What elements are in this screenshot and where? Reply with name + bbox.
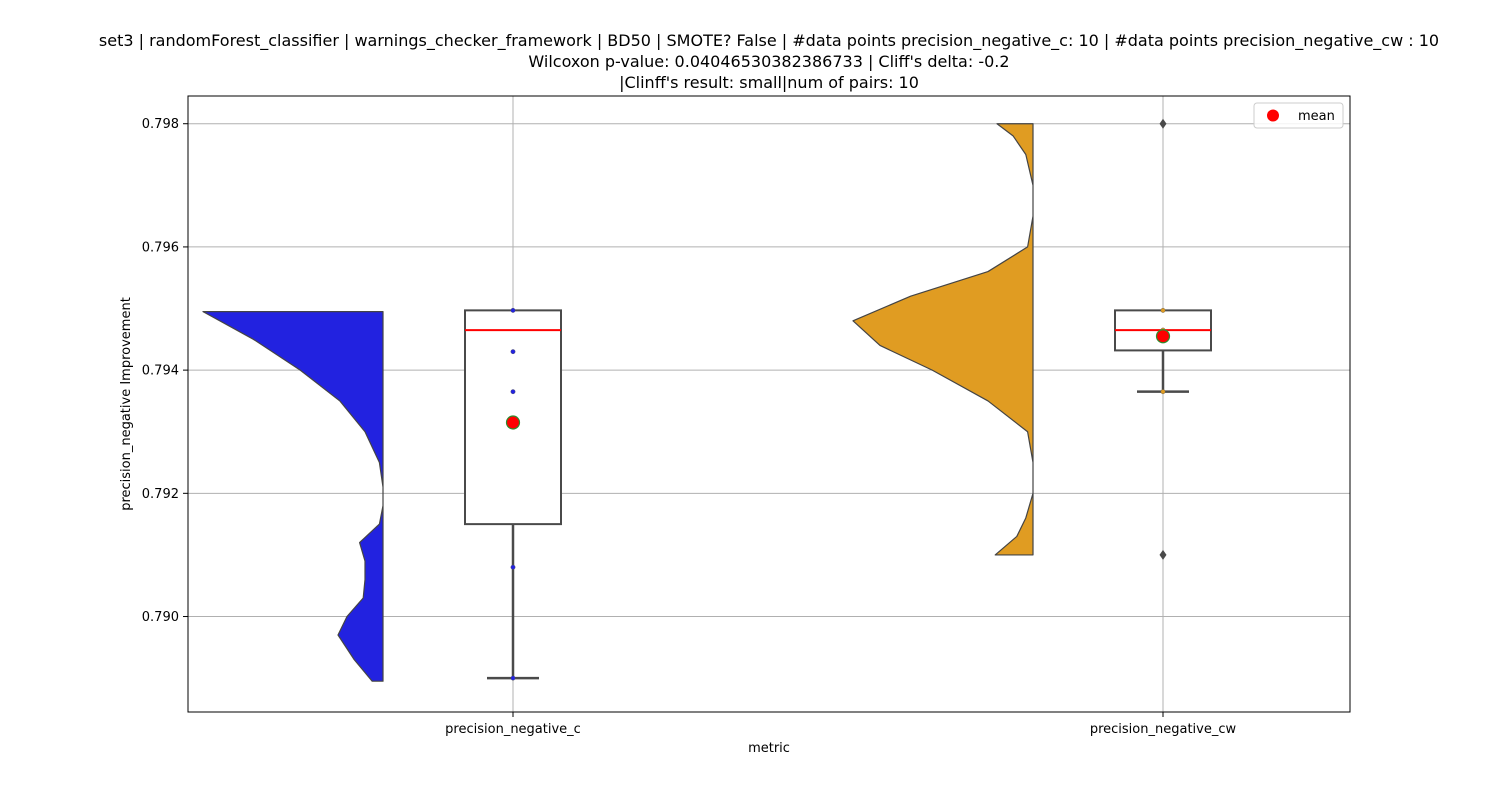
violin-precision_negative_c xyxy=(202,311,384,682)
legend-box xyxy=(1253,102,1344,129)
data-point xyxy=(510,675,516,681)
y-axis-label: precision_negative Improvement xyxy=(119,297,134,511)
y-tick-label: 0.794 xyxy=(142,364,179,379)
outlier-point xyxy=(1159,118,1167,129)
data-point xyxy=(1160,389,1166,395)
violins xyxy=(202,123,1034,682)
x-axis-label: metric xyxy=(748,741,790,756)
chart-title-line-2: Wilcoxon p-value: 0.04046530382386733 | … xyxy=(528,52,1009,71)
mean-marker-precision_negative_cw xyxy=(1155,329,1171,344)
box-precision_negative_c xyxy=(464,309,562,526)
x-axis-ticks: precision_negative_c precision_negative_c… xyxy=(445,712,1237,737)
legend: mean xyxy=(1253,102,1344,129)
legend-mean-label: mean xyxy=(1298,109,1335,124)
violin-precision_negative_cw xyxy=(852,123,1034,556)
data-point xyxy=(510,349,516,355)
outlier-point xyxy=(1159,549,1167,560)
data-point xyxy=(510,307,516,313)
chart-title-line-3: |Clinff's result: small|num of pairs: 10 xyxy=(619,73,919,92)
x-tick-label: precision_negative_c xyxy=(445,722,581,737)
data-point xyxy=(510,389,516,395)
y-tick-label: 0.796 xyxy=(142,240,179,255)
plot-area-frame xyxy=(187,95,1351,713)
legend-mean-marker xyxy=(1267,109,1279,122)
data-point xyxy=(1160,307,1166,313)
chart-title-line-1: set3 | randomForest_classifier | warning… xyxy=(99,31,1439,51)
y-tick-label: 0.790 xyxy=(142,610,179,625)
data-point xyxy=(510,564,516,570)
mean-marker-precision_negative_c xyxy=(505,415,521,430)
y-axis-ticks: 0.790 0.792 0.794 0.796 0.798 xyxy=(142,117,188,625)
x-tick-label: precision_negative_cw xyxy=(1090,722,1237,737)
boxplots xyxy=(464,309,1212,680)
chart-title: set3 | randomForest_classifier | warning… xyxy=(99,31,1439,92)
data-points xyxy=(505,118,1171,681)
y-tick-label: 0.798 xyxy=(142,117,179,132)
y-tick-label: 0.792 xyxy=(142,487,179,502)
